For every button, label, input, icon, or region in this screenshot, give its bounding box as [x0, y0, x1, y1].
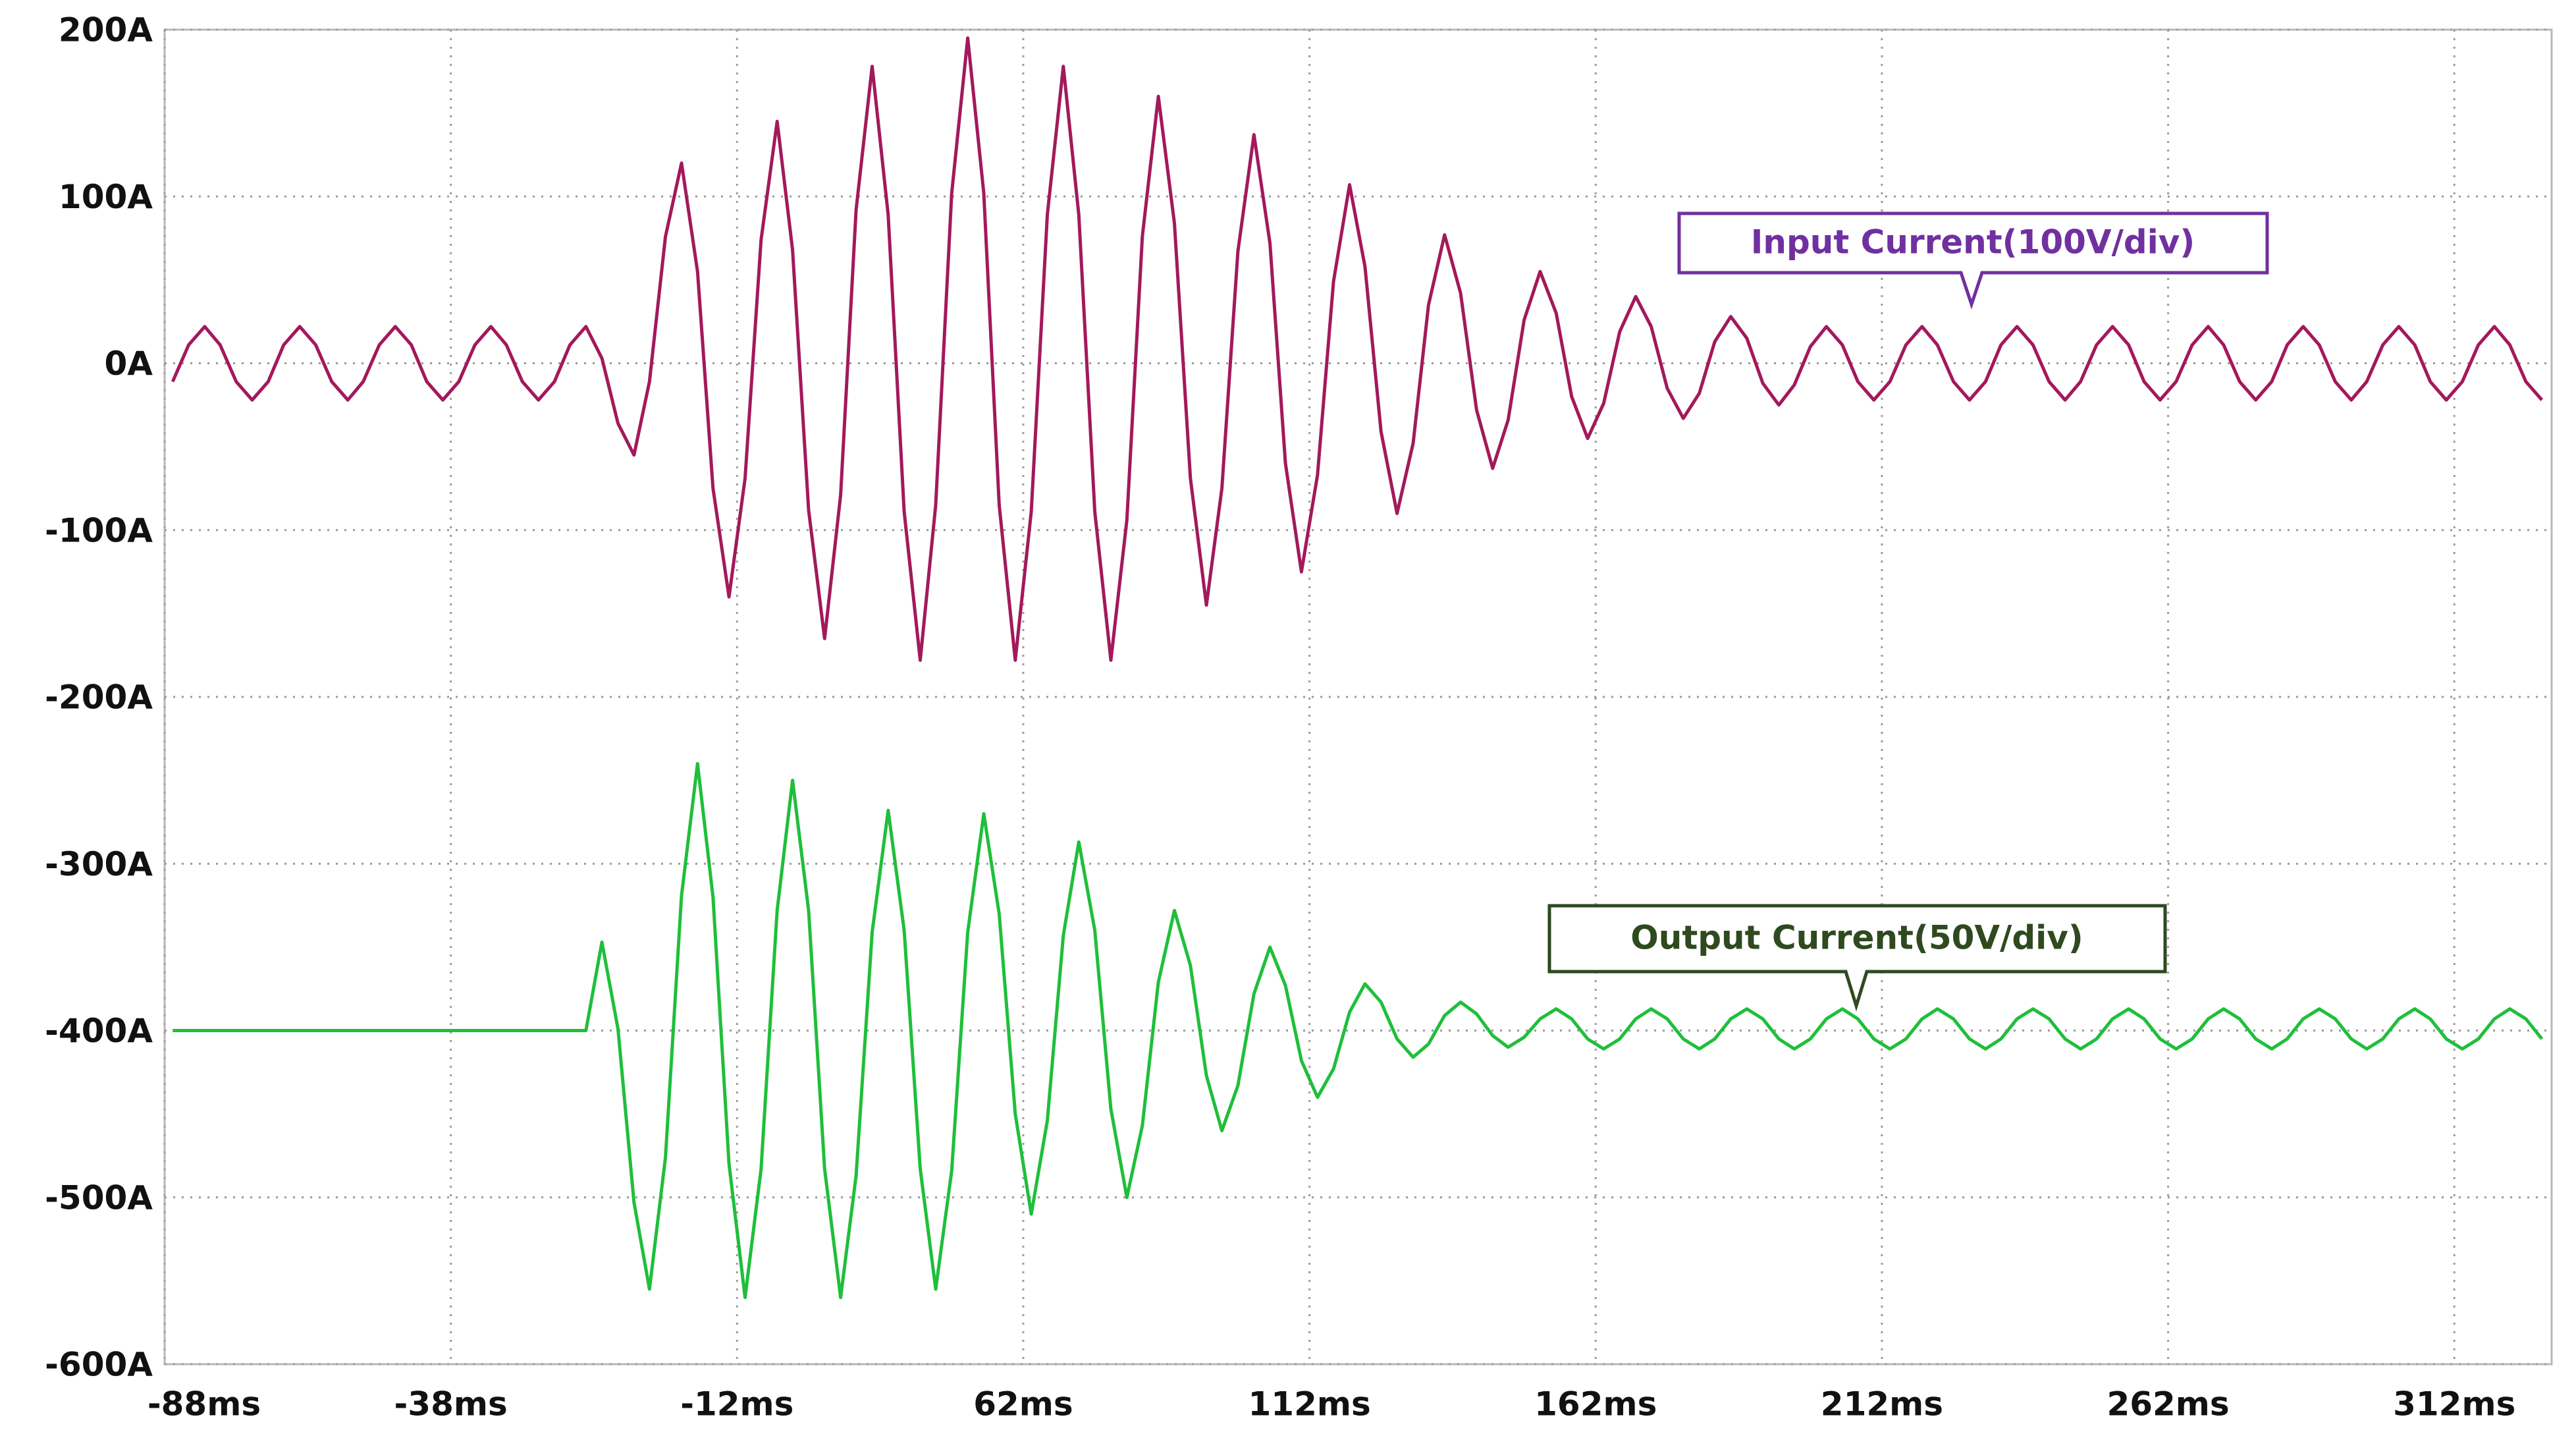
y-tick-label: 100A [59, 178, 153, 216]
y-tick-label: -500A [45, 1178, 153, 1217]
series-label: Input Current(100V/div) [1751, 223, 2195, 262]
y-tick-label: -400A [45, 1012, 153, 1050]
input-callout: Input Current(100V/div) [1677, 211, 2269, 310]
y-tick-label: 0A [105, 345, 153, 383]
y-tick-label: -300A [45, 845, 153, 883]
y-tick-label: 200A [59, 11, 153, 49]
y-tick-label: -200A [45, 678, 153, 717]
plot-area [171, 36, 2544, 1300]
x-tick-label: -38ms [394, 1385, 508, 1423]
x-tick-label: -88ms [148, 1385, 261, 1423]
callout-box [1547, 904, 2167, 1012]
x-tick-label: 212ms [1821, 1385, 1943, 1423]
x-tick-label: 112ms [1248, 1385, 1370, 1423]
callout-box [1677, 211, 2269, 310]
output-callout: Output Current(50V/div) [1547, 904, 2167, 1012]
x-tick-label: 62ms [973, 1385, 1073, 1423]
series-label: Output Current(50V/div) [1630, 919, 2083, 957]
y-tick-label: -600A [45, 1346, 153, 1384]
series-line [173, 761, 2544, 1300]
x-tick-label: 312ms [2393, 1385, 2515, 1423]
y-tick-label: -100A [45, 511, 153, 549]
series-line [171, 36, 2544, 662]
tick-labels: 200A 100A 0A -100A -200A -300A -400A -500A -600A… [45, 11, 2515, 1423]
x-tick-label: 162ms [1534, 1385, 1657, 1423]
x-tick-label: 262ms [2106, 1385, 2229, 1423]
x-tick-label: -12ms [680, 1385, 793, 1423]
